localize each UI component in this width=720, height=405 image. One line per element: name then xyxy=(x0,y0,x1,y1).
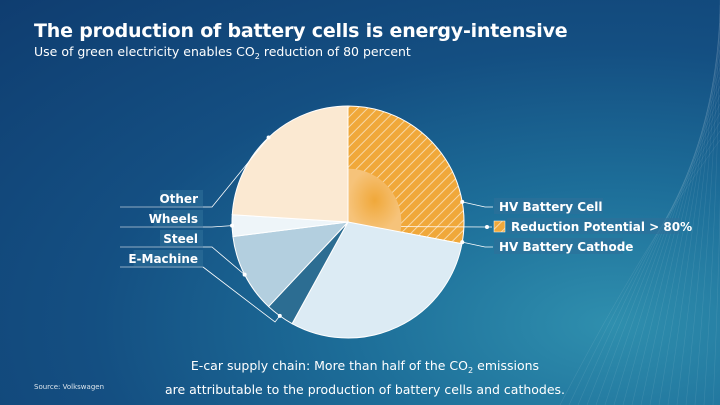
other-label-box xyxy=(160,190,203,206)
chart-subtitle: Use of green electricity enables CO2 red… xyxy=(34,44,411,61)
leader-lines xyxy=(120,135,493,323)
hv-battery-cathode-leader-dot xyxy=(460,240,465,245)
pie-slices xyxy=(231,105,465,339)
e-machine-label: E-Machine xyxy=(128,252,198,266)
e-machine-leader xyxy=(202,266,281,323)
slice-labels: HV Battery Cell HV Battery Cathode E-Machi… xyxy=(128,190,692,266)
steel-label: Steel xyxy=(163,232,198,246)
subtitle-co2-subscript: 2 xyxy=(254,50,260,61)
wheels-label-box xyxy=(153,210,203,226)
reduction-potential-label-box xyxy=(507,218,680,234)
hv-battery-cathode-label: HV Battery Cathode xyxy=(499,240,633,254)
wheels-leader xyxy=(203,225,233,228)
reduction-potential-label: Reduction Potential > 80% xyxy=(511,220,692,234)
wheels-label: Wheels xyxy=(149,212,198,226)
hv-battery-cell-label-box xyxy=(494,198,603,214)
steel-leader xyxy=(203,246,245,275)
other-label: Other xyxy=(159,192,198,206)
reduction-potential-leader-dot xyxy=(485,225,489,229)
steel-label-box xyxy=(160,230,203,246)
subtitle-text-start: Use of green electricity enables CO xyxy=(34,44,255,59)
chart-title: The production of battery cells is energ… xyxy=(34,20,568,42)
subtitle-text-end: reduction of 80 percent xyxy=(259,44,411,59)
footer-line-1: E-car supply chain: More than half of th… xyxy=(155,356,575,380)
reduction-potential-swatch xyxy=(493,220,506,233)
footer-co2-subscript: 2 xyxy=(468,364,474,375)
e-machine-label-box xyxy=(133,250,203,266)
footer-caption: E-car supply chain: More than half of th… xyxy=(155,356,575,399)
hv-battery-cathode-slice xyxy=(291,221,463,339)
e-machine-leader-dot xyxy=(277,313,282,318)
hv-battery-cell-leader-dot xyxy=(460,199,465,204)
hv-battery-cell-label: HV Battery Cell xyxy=(499,200,602,214)
other-leader xyxy=(203,137,269,208)
other-slice xyxy=(231,105,349,223)
source-note: Source: Volkswagen xyxy=(34,383,104,391)
footer-line-1-start: E-car supply chain: More than half of th… xyxy=(190,358,468,373)
other-leader-dot xyxy=(266,135,271,140)
steel-leader-dot xyxy=(242,272,247,277)
hv-battery-cathode-leader xyxy=(462,241,493,248)
hv-battery-cathode-label-box xyxy=(494,238,623,254)
reduction-potential-core xyxy=(348,168,402,232)
footer-line-2: are attributable to the production of ba… xyxy=(164,381,566,397)
footer-line-1-end: emissions xyxy=(473,358,540,373)
hv-battery-cell-leader xyxy=(462,201,493,208)
wheels-leader-dot xyxy=(230,223,235,228)
